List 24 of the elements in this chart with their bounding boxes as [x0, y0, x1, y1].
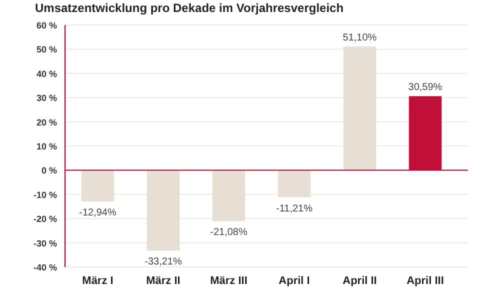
- chart-title: Umsatzentwicklung pro Dekade im Vorjahresvergleich: [35, 1, 344, 15]
- data-label: -12,94%: [79, 208, 116, 219]
- x-tick-label: März III: [210, 275, 248, 287]
- y-tick-label: -30 %: [33, 238, 57, 248]
- y-tick-label: 40 %: [36, 68, 57, 79]
- y-tick-label: 50 %: [36, 44, 57, 55]
- y-tick-label: 60 %: [36, 20, 57, 30]
- y-tick-label: 0 %: [41, 166, 57, 176]
- x-tick-label: April I: [278, 275, 310, 287]
- x-tick-label: März II: [146, 275, 180, 287]
- data-label: -11,21%: [276, 203, 313, 214]
- data-label: -21,08%: [210, 227, 248, 238]
- y-tick-label: 10 %: [36, 142, 57, 152]
- y-tick-label: 30 %: [36, 93, 57, 104]
- x-tick-label: April II: [342, 275, 377, 287]
- data-label: -33,21%: [144, 256, 182, 268]
- x-tick-label: März I: [82, 275, 114, 287]
- x-tick-label: April III: [406, 275, 444, 287]
- y-tick-label: -20 %: [33, 214, 57, 224]
- data-label: 51,10%: [342, 32, 377, 44]
- y-tick-label: -10 %: [33, 190, 57, 200]
- y-tick-label: 20 %: [36, 117, 57, 128]
- data-label: 30,59%: [408, 82, 442, 94]
- y-tick-label: -40 %: [33, 262, 57, 272]
